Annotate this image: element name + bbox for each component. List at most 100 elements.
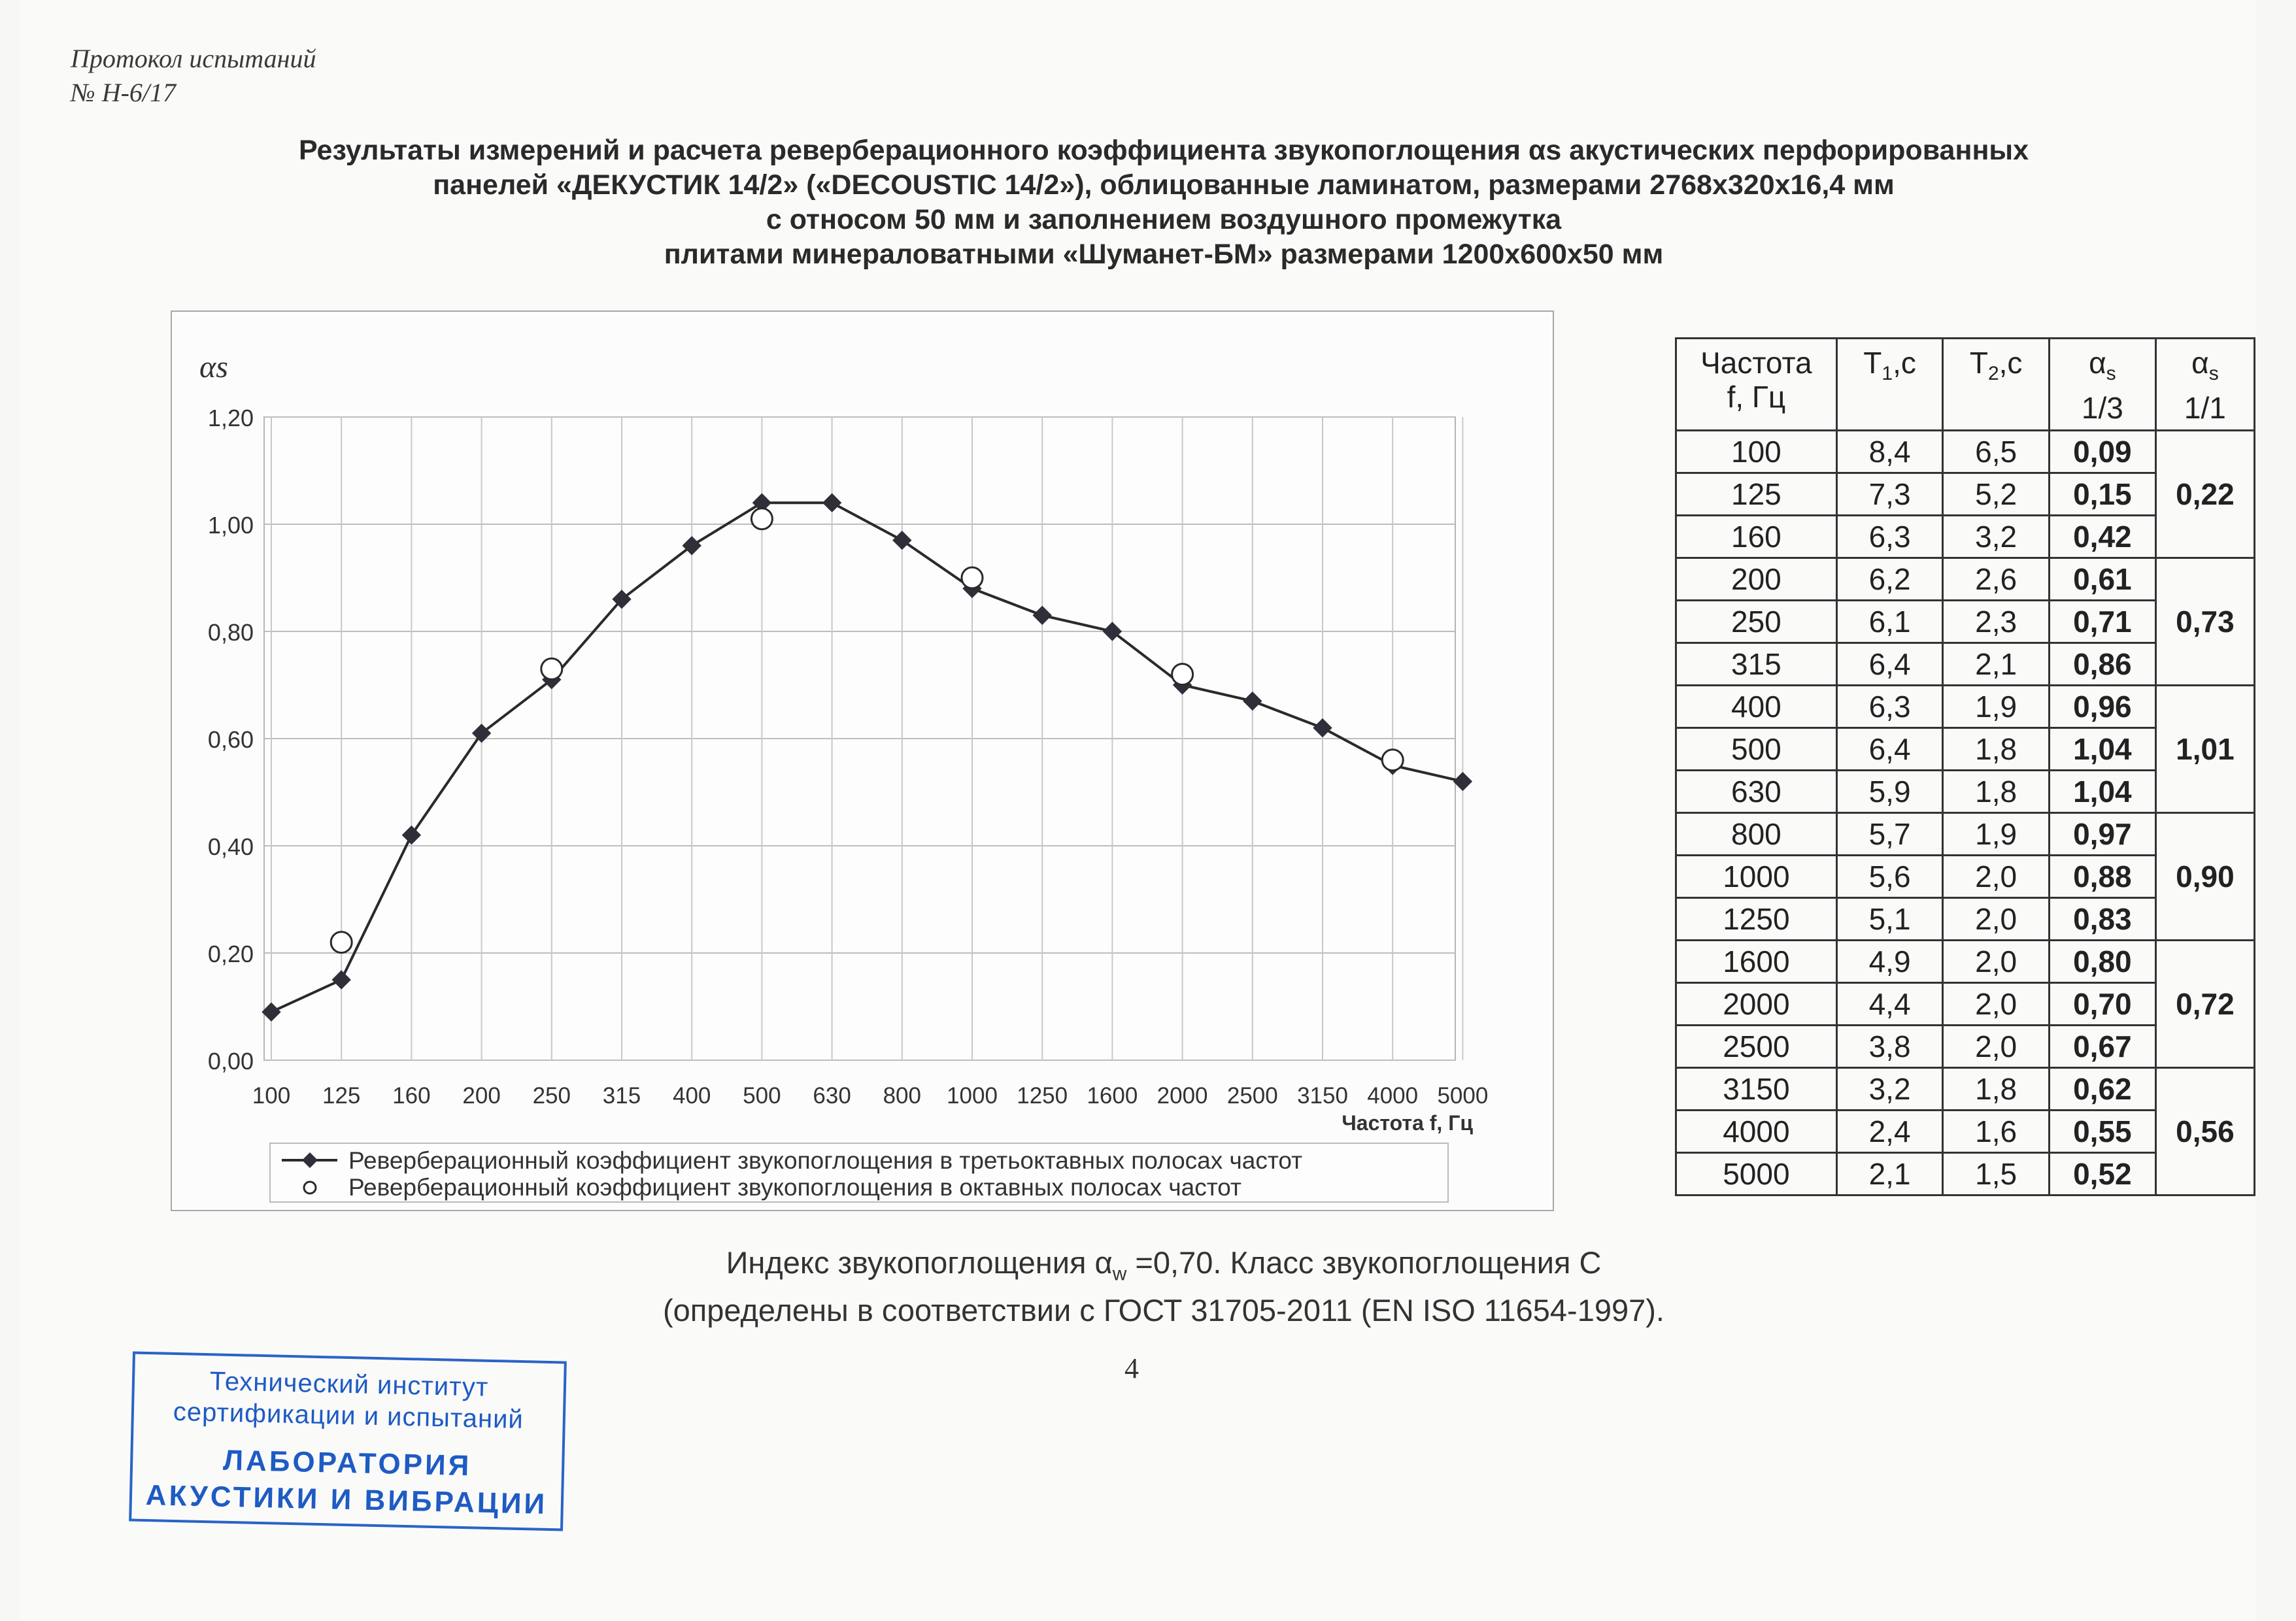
cell-frequency: 3150 xyxy=(1675,1067,1838,1111)
x-tick-label: 400 xyxy=(673,1083,711,1109)
laboratory-stamp: Технический институт сертификации и испы… xyxy=(129,1351,567,1531)
standard-line: (определены в соответствии с ГОСТ 31705-… xyxy=(663,1293,1664,1328)
legend-diamond-marker xyxy=(302,1152,318,1168)
header-t1: T1,c xyxy=(1835,337,1944,431)
cell-alpha-third-octave: 0,71 xyxy=(2048,599,2157,644)
cell-t1: 6,1 xyxy=(1835,599,1944,644)
legend-circle-marker xyxy=(303,1180,317,1195)
cell-alpha-third-octave: 0,80 xyxy=(2048,939,2157,984)
cell-frequency: 4000 xyxy=(1675,1109,1838,1154)
cell-t2: 6,5 xyxy=(1942,429,2050,474)
x-tick-label: 4000 xyxy=(1367,1083,1418,1109)
third-octave-point xyxy=(1313,718,1332,738)
document-title: Результаты измерений и расчета ревербера… xyxy=(118,133,2210,272)
header-frequency: Частота f, Гц xyxy=(1675,337,1838,431)
page-number: 4 xyxy=(1124,1352,1139,1384)
cell-frequency: 200 xyxy=(1675,557,1838,601)
cell-alpha-octave: 0,56 xyxy=(2154,1067,2256,1196)
y-tick-label: 0,60 xyxy=(208,726,254,753)
y-axis-label: αs xyxy=(199,350,228,384)
cell-frequency: 400 xyxy=(1675,684,1838,729)
cell-frequency: 5000 xyxy=(1675,1152,1838,1196)
x-tick-label: 2500 xyxy=(1227,1083,1278,1109)
cell-alpha-third-octave: 0,52 xyxy=(2048,1152,2157,1196)
cell-t2: 1,8 xyxy=(1942,769,2050,814)
table-row: 2500 3,8 2,0 0,67 xyxy=(1675,1024,2255,1069)
cell-alpha-octave: 1,01 xyxy=(2154,684,2256,814)
octave-point xyxy=(1381,748,1404,772)
title-line-2: панелей «ДЕКУСТИК 14/2» («DECOUSTIC 14/2… xyxy=(433,169,1895,201)
cell-alpha-third-octave: 0,67 xyxy=(2048,1024,2157,1069)
x-tick-label: 3150 xyxy=(1297,1083,1348,1109)
cell-t2: 2,6 xyxy=(1942,557,2050,601)
x-tick-label: 315 xyxy=(603,1083,641,1109)
cell-frequency: 250 xyxy=(1675,599,1838,644)
cell-alpha-third-octave: 0,15 xyxy=(2048,472,2157,516)
cell-alpha-third-octave: 0,61 xyxy=(2048,557,2157,601)
table-row: 125 7,3 5,2 0,15 xyxy=(1675,472,2255,516)
cell-frequency: 1250 xyxy=(1675,897,1838,941)
y-tick-label: 0,00 xyxy=(208,1048,254,1075)
cell-t2: 1,6 xyxy=(1942,1109,2050,1154)
table-row: 200 6,2 2,6 0,61 0,73 xyxy=(1675,557,2256,686)
cell-frequency: 2500 xyxy=(1675,1024,1838,1069)
octave-point xyxy=(750,507,773,531)
cell-alpha-third-octave: 0,88 xyxy=(2048,854,2157,899)
protocol-header: Протокол испытаний № Н-6/17 xyxy=(71,42,316,110)
cell-t2: 3,2 xyxy=(1942,514,2050,559)
x-tick-label: 1600 xyxy=(1087,1083,1138,1109)
octave-point xyxy=(1171,663,1194,686)
octave-point xyxy=(329,931,353,954)
table-row: 800 5,7 1,9 0,97 0,90 xyxy=(1675,812,2256,941)
table-row: 315 6,4 2,1 0,86 xyxy=(1675,642,2255,686)
cell-frequency: 1600 xyxy=(1675,939,1838,984)
cell-alpha-octave: 0,73 xyxy=(2154,557,2256,686)
x-tick-label: 500 xyxy=(743,1083,781,1109)
x-tick-label: 5000 xyxy=(1437,1083,1488,1109)
cell-alpha-third-octave: 0,97 xyxy=(2048,812,2157,856)
cell-t2: 1,8 xyxy=(1942,1067,2050,1111)
cell-t2: 1,9 xyxy=(1942,684,2050,729)
cell-t2: 1,9 xyxy=(1942,812,2050,856)
cell-t1: 5,7 xyxy=(1835,812,1944,856)
cell-t1: 3,2 xyxy=(1835,1067,1944,1111)
cell-t1: 5,9 xyxy=(1835,769,1944,814)
cell-alpha-octave: 0,90 xyxy=(2154,812,2256,941)
x-tick-label: 100 xyxy=(252,1083,290,1109)
third-octave-point xyxy=(612,590,632,609)
cell-t1: 5,1 xyxy=(1835,897,1944,941)
cell-frequency: 100 xyxy=(1675,429,1838,474)
cell-frequency: 315 xyxy=(1675,642,1838,686)
cell-t1: 6,4 xyxy=(1835,642,1944,686)
cell-alpha-third-octave: 0,70 xyxy=(2048,982,2157,1026)
cell-alpha-third-octave: 0,09 xyxy=(2048,429,2157,474)
y-tick-label: 0,80 xyxy=(208,619,254,646)
x-tick-label: 125 xyxy=(322,1083,360,1109)
title-line-3: с относом 50 мм и заполнением воздушного… xyxy=(766,204,1562,235)
absorption-index-note: Индекс звукопоглощения αw =0,70. Класс з… xyxy=(477,1245,1850,1329)
octave-point xyxy=(960,566,984,590)
cell-frequency: 800 xyxy=(1675,812,1838,856)
cell-alpha-third-octave: 0,42 xyxy=(2048,514,2157,559)
table-row: 5000 2,1 1,5 0,52 xyxy=(1675,1152,2255,1196)
third-octave-point xyxy=(331,970,351,990)
cell-alpha-octave: 0,72 xyxy=(2154,939,2256,1069)
cell-alpha-third-octave: 0,62 xyxy=(2048,1067,2157,1111)
cell-t2: 2,1 xyxy=(1942,642,2050,686)
table-row: 1250 5,1 2,0 0,83 xyxy=(1675,897,2255,941)
cell-t1: 6,2 xyxy=(1835,557,1944,601)
cell-frequency: 2000 xyxy=(1675,982,1838,1026)
cell-t2: 1,8 xyxy=(1942,727,2050,771)
y-tick-label: 0,40 xyxy=(208,833,254,860)
x-tick-label: 630 xyxy=(813,1083,851,1109)
absorption-chart: 0,00 0,20 0,40 0,60 0,80 1,00 1,20 100 125 160 200… xyxy=(171,310,1554,1211)
cell-t2: 1,5 xyxy=(1942,1152,2050,1196)
x-tick-label: 1250 xyxy=(1017,1083,1068,1109)
chart-svg: 0,00 0,20 0,40 0,60 0,80 1,00 1,20 100 125 160 200… xyxy=(199,350,1488,1203)
y-tick-label: 1,20 xyxy=(208,405,254,431)
third-octave-point xyxy=(682,536,701,556)
table-row: 500 6,4 1,8 1,04 xyxy=(1675,727,2255,771)
cell-t2: 5,2 xyxy=(1942,472,2050,516)
title-line-1: Результаты измерений и расчета ревербера… xyxy=(298,135,2029,166)
legend-label-third-octave: Реверберационный коэффициент звукопоглощ… xyxy=(348,1147,1302,1174)
